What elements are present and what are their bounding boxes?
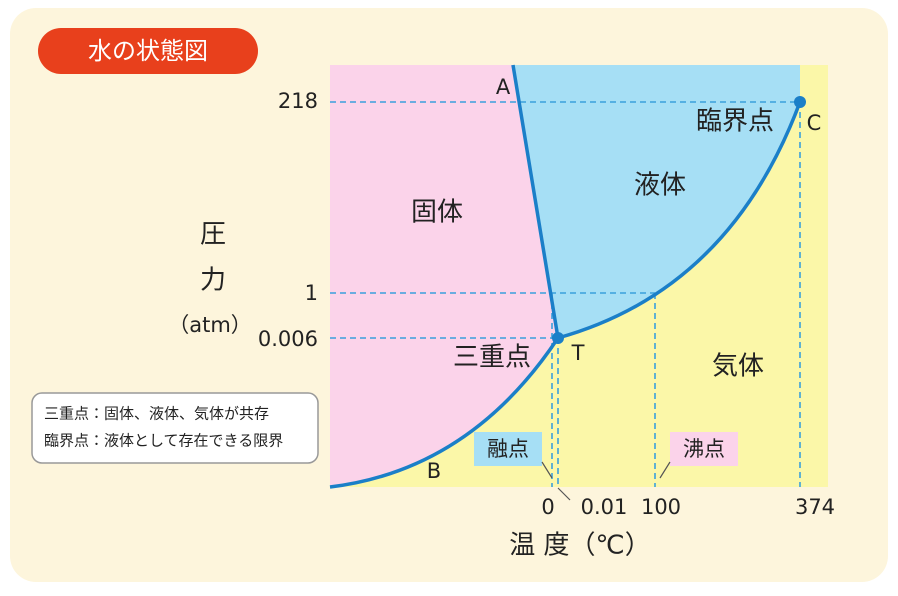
region-label: 固体 xyxy=(411,198,463,228)
y-axis-label: 圧 xyxy=(200,220,226,250)
y-axis-unit: （atm） xyxy=(168,313,252,337)
y-tick-label: 1 xyxy=(305,281,318,305)
x-tick-label: 0 xyxy=(541,495,554,519)
x-tick-label: 374 xyxy=(795,495,835,519)
triple-point xyxy=(552,332,564,344)
y-tick-label: 0.006 xyxy=(258,327,318,351)
critical-point xyxy=(794,96,806,108)
note-box xyxy=(31,392,319,464)
x-axis-label: 温 度（℃） xyxy=(509,531,650,561)
point-label: C xyxy=(807,111,822,135)
y-tick-label: 218 xyxy=(278,89,318,113)
x-tick-label: 0.01 xyxy=(581,495,628,519)
point-name: 沸点 xyxy=(683,437,725,461)
liquid-region xyxy=(513,65,800,338)
title-pill xyxy=(38,28,258,74)
label-box xyxy=(670,432,738,466)
leader-line xyxy=(541,461,671,501)
point-name: 臨界点 xyxy=(696,107,774,137)
solid-region xyxy=(330,65,558,487)
point-label: B xyxy=(427,459,441,483)
x-tick-label: 100 xyxy=(641,495,681,519)
point-name: 三重点 xyxy=(453,343,531,373)
point-label: T xyxy=(571,341,585,365)
note-line: 三重点：固体、液体、気体が共存 xyxy=(44,405,269,423)
label-box xyxy=(474,432,542,466)
point-name: 融点 xyxy=(487,437,529,461)
y-axis-label: 力 xyxy=(200,266,226,296)
region-label: 気体 xyxy=(712,352,764,382)
region-label: 液体 xyxy=(634,171,686,201)
point-label: A xyxy=(496,75,511,99)
note-line: 臨界点：液体として存在できる限界 xyxy=(44,432,283,450)
title: 水の状態図 xyxy=(88,37,208,65)
